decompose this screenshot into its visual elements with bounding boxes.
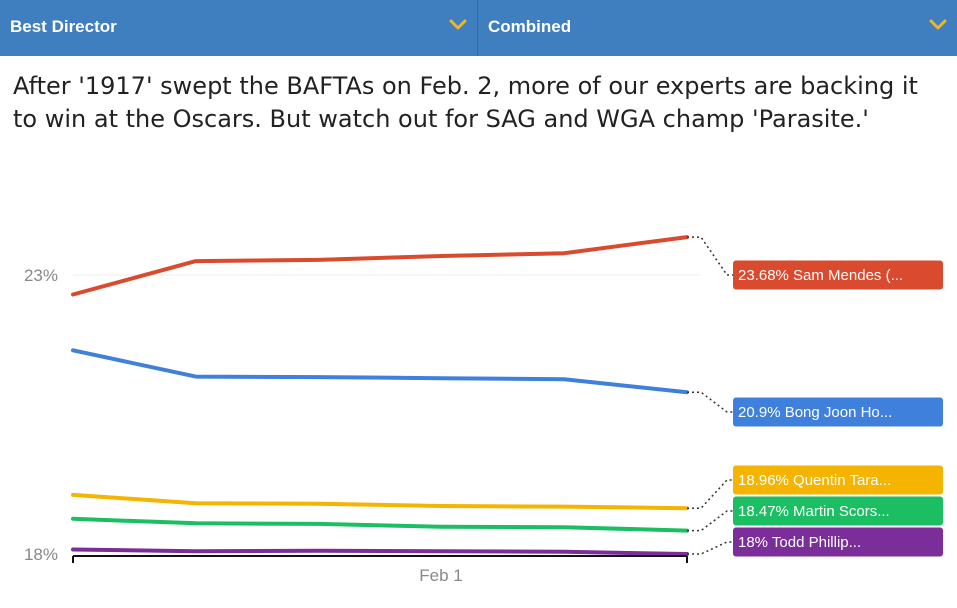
category-dropdown-label: Best Director: [10, 17, 117, 36]
headline: After '1917' swept the BAFTAs on Feb. 2,…: [13, 72, 918, 133]
series-line-bong: [71, 348, 689, 395]
label-connector: [687, 391, 733, 413]
series-label-box: [733, 527, 943, 557]
label-connector: [687, 541, 733, 555]
y-tick-label: 23%: [24, 266, 58, 285]
label-connector: [687, 479, 733, 509]
series-label-mendes: 23.68% Sam Mendes (...: [738, 267, 903, 284]
chevron-down-icon: [929, 19, 947, 30]
series-label-tarantino: 18.96% Quentin Tara...: [738, 472, 891, 489]
y-tick-label: 18%: [24, 545, 58, 564]
series-label-box: [733, 260, 943, 290]
header-bar: Best Director Combined: [0, 0, 957, 56]
series-label-box: [733, 465, 943, 495]
category-dropdown[interactable]: Best Director: [0, 0, 478, 56]
series-line-phillips: [71, 547, 689, 556]
x-tick-label: Feb 1: [419, 566, 462, 585]
series-label-box: [733, 397, 943, 427]
series-label-box: [733, 496, 943, 526]
series-label-phillips: 18% Todd Phillip...: [738, 534, 861, 551]
view-dropdown[interactable]: Combined: [478, 0, 957, 56]
label-connector: [687, 236, 733, 276]
chevron-down-icon: [449, 19, 467, 30]
series-line-scorsese: [71, 516, 689, 533]
series-line-tarantino: [71, 492, 689, 511]
series-line-mendes: [71, 235, 689, 297]
series-label-bong: 20.9% Bong Joon Ho...: [738, 404, 892, 421]
view-dropdown-label: Combined: [488, 17, 572, 36]
label-connector: [687, 510, 733, 532]
series-label-scorsese: 18.47% Martin Scors...: [738, 503, 890, 520]
